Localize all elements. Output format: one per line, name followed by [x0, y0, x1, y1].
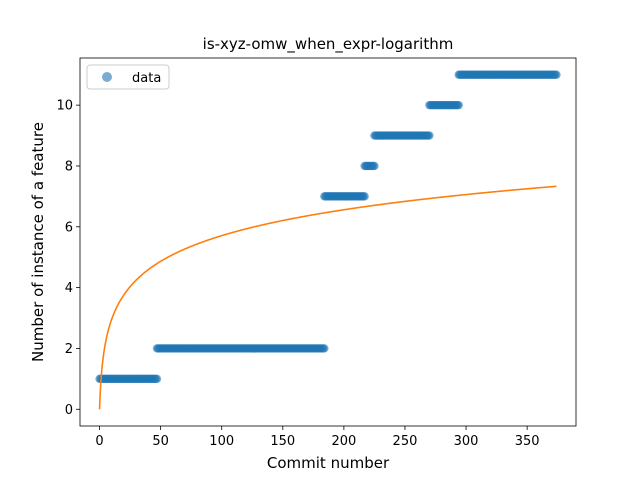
y-tick-label: 0	[65, 403, 73, 418]
data-layer	[95, 70, 561, 384]
x-axis-label: Commit number	[267, 454, 390, 472]
plot-frame	[79, 57, 577, 427]
x-tick-label: 250	[393, 434, 418, 449]
data-point	[454, 100, 463, 110]
plot-area	[80, 58, 576, 426]
x-tick-label: 0	[95, 434, 103, 449]
y-axis-label: Number of instance of a feature	[29, 122, 47, 362]
x-tick-label: 200	[331, 434, 356, 449]
y-tick-label: 4	[65, 281, 73, 296]
legend-marker-data	[102, 72, 112, 82]
y-tick-label: 10	[56, 99, 73, 114]
x-tick-label: 300	[454, 434, 479, 449]
legend: data	[86, 64, 170, 90]
x-tick-label: 50	[152, 434, 169, 449]
x-tick-label: 350	[515, 434, 540, 449]
data-point	[552, 70, 561, 79]
data-point	[152, 374, 162, 384]
x-axis: 0 50 100 150 200 250 300 350	[95, 426, 540, 449]
x-tick-label: 150	[270, 434, 295, 449]
data-point	[370, 161, 379, 171]
legend-label-data: data	[132, 71, 161, 86]
y-axis: 0 2 4 6 8 10	[56, 99, 80, 418]
chart-title: is-xyz-omw_when_expr-logarithm	[203, 35, 454, 54]
y-tick-label: 6	[65, 220, 73, 235]
fit-layer	[98, 185, 557, 410]
y-tick-label: 8	[65, 159, 73, 174]
y-tick-label: 2	[65, 342, 73, 357]
legend-box	[86, 64, 170, 90]
data-point	[320, 344, 329, 353]
fit-curve	[98, 185, 557, 410]
data-point	[425, 131, 434, 140]
x-tick-label: 100	[209, 434, 234, 449]
data-point	[360, 192, 369, 201]
